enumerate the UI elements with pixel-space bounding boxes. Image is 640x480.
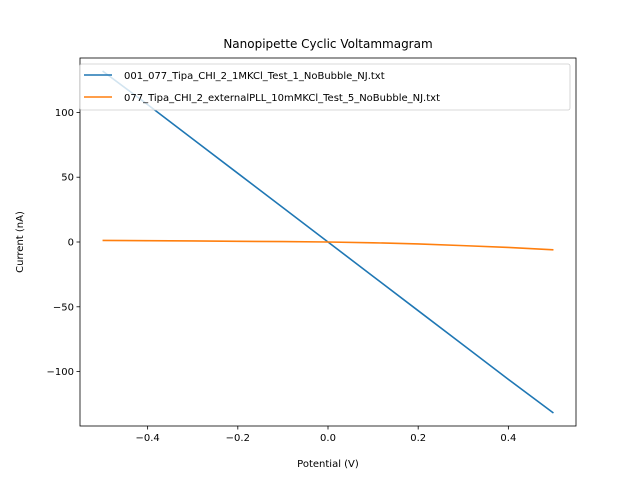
- x-tick-label: 0.4: [500, 433, 516, 444]
- x-tick-label: 0.0: [320, 433, 336, 444]
- x-axis-label: Potential (V): [297, 459, 359, 470]
- y-tick-label: −50: [53, 302, 74, 313]
- series-line-2: [102, 239, 554, 251]
- plot-area: [102, 70, 554, 414]
- chart-title: Nanopipette Cyclic Voltammagram: [223, 37, 432, 51]
- legend-label-series-2: 077_Tipa_CHI_2_externalPLL_10mMKCl_Test_…: [124, 93, 440, 104]
- x-tick-label: 0.2: [410, 433, 426, 444]
- y-tick-label: −100: [47, 367, 74, 378]
- series-layer: [102, 70, 554, 414]
- x-axis-ticks: −0.4 −0.2 0.0 0.2 0.4: [135, 426, 516, 444]
- y-tick-label: 50: [61, 173, 74, 184]
- plot-frame: [79, 57, 577, 427]
- y-axis-ticks: −100 −50 0 50 100: [47, 108, 80, 378]
- legend-box: [79, 63, 571, 111]
- x-tick-label: −0.2: [226, 433, 250, 444]
- legend: 001_077_Tipa_CHI_2_1MKCl_Test_1_NoBubble…: [79, 63, 571, 111]
- y-tick-label: 100: [55, 108, 74, 119]
- x-tick-label: −0.4: [135, 433, 159, 444]
- y-tick-label: 0: [68, 238, 74, 249]
- y-axis-label: Current (nA): [15, 211, 26, 273]
- legend-label-series-1: 001_077_Tipa_CHI_2_1MKCl_Test_1_NoBubble…: [124, 71, 385, 82]
